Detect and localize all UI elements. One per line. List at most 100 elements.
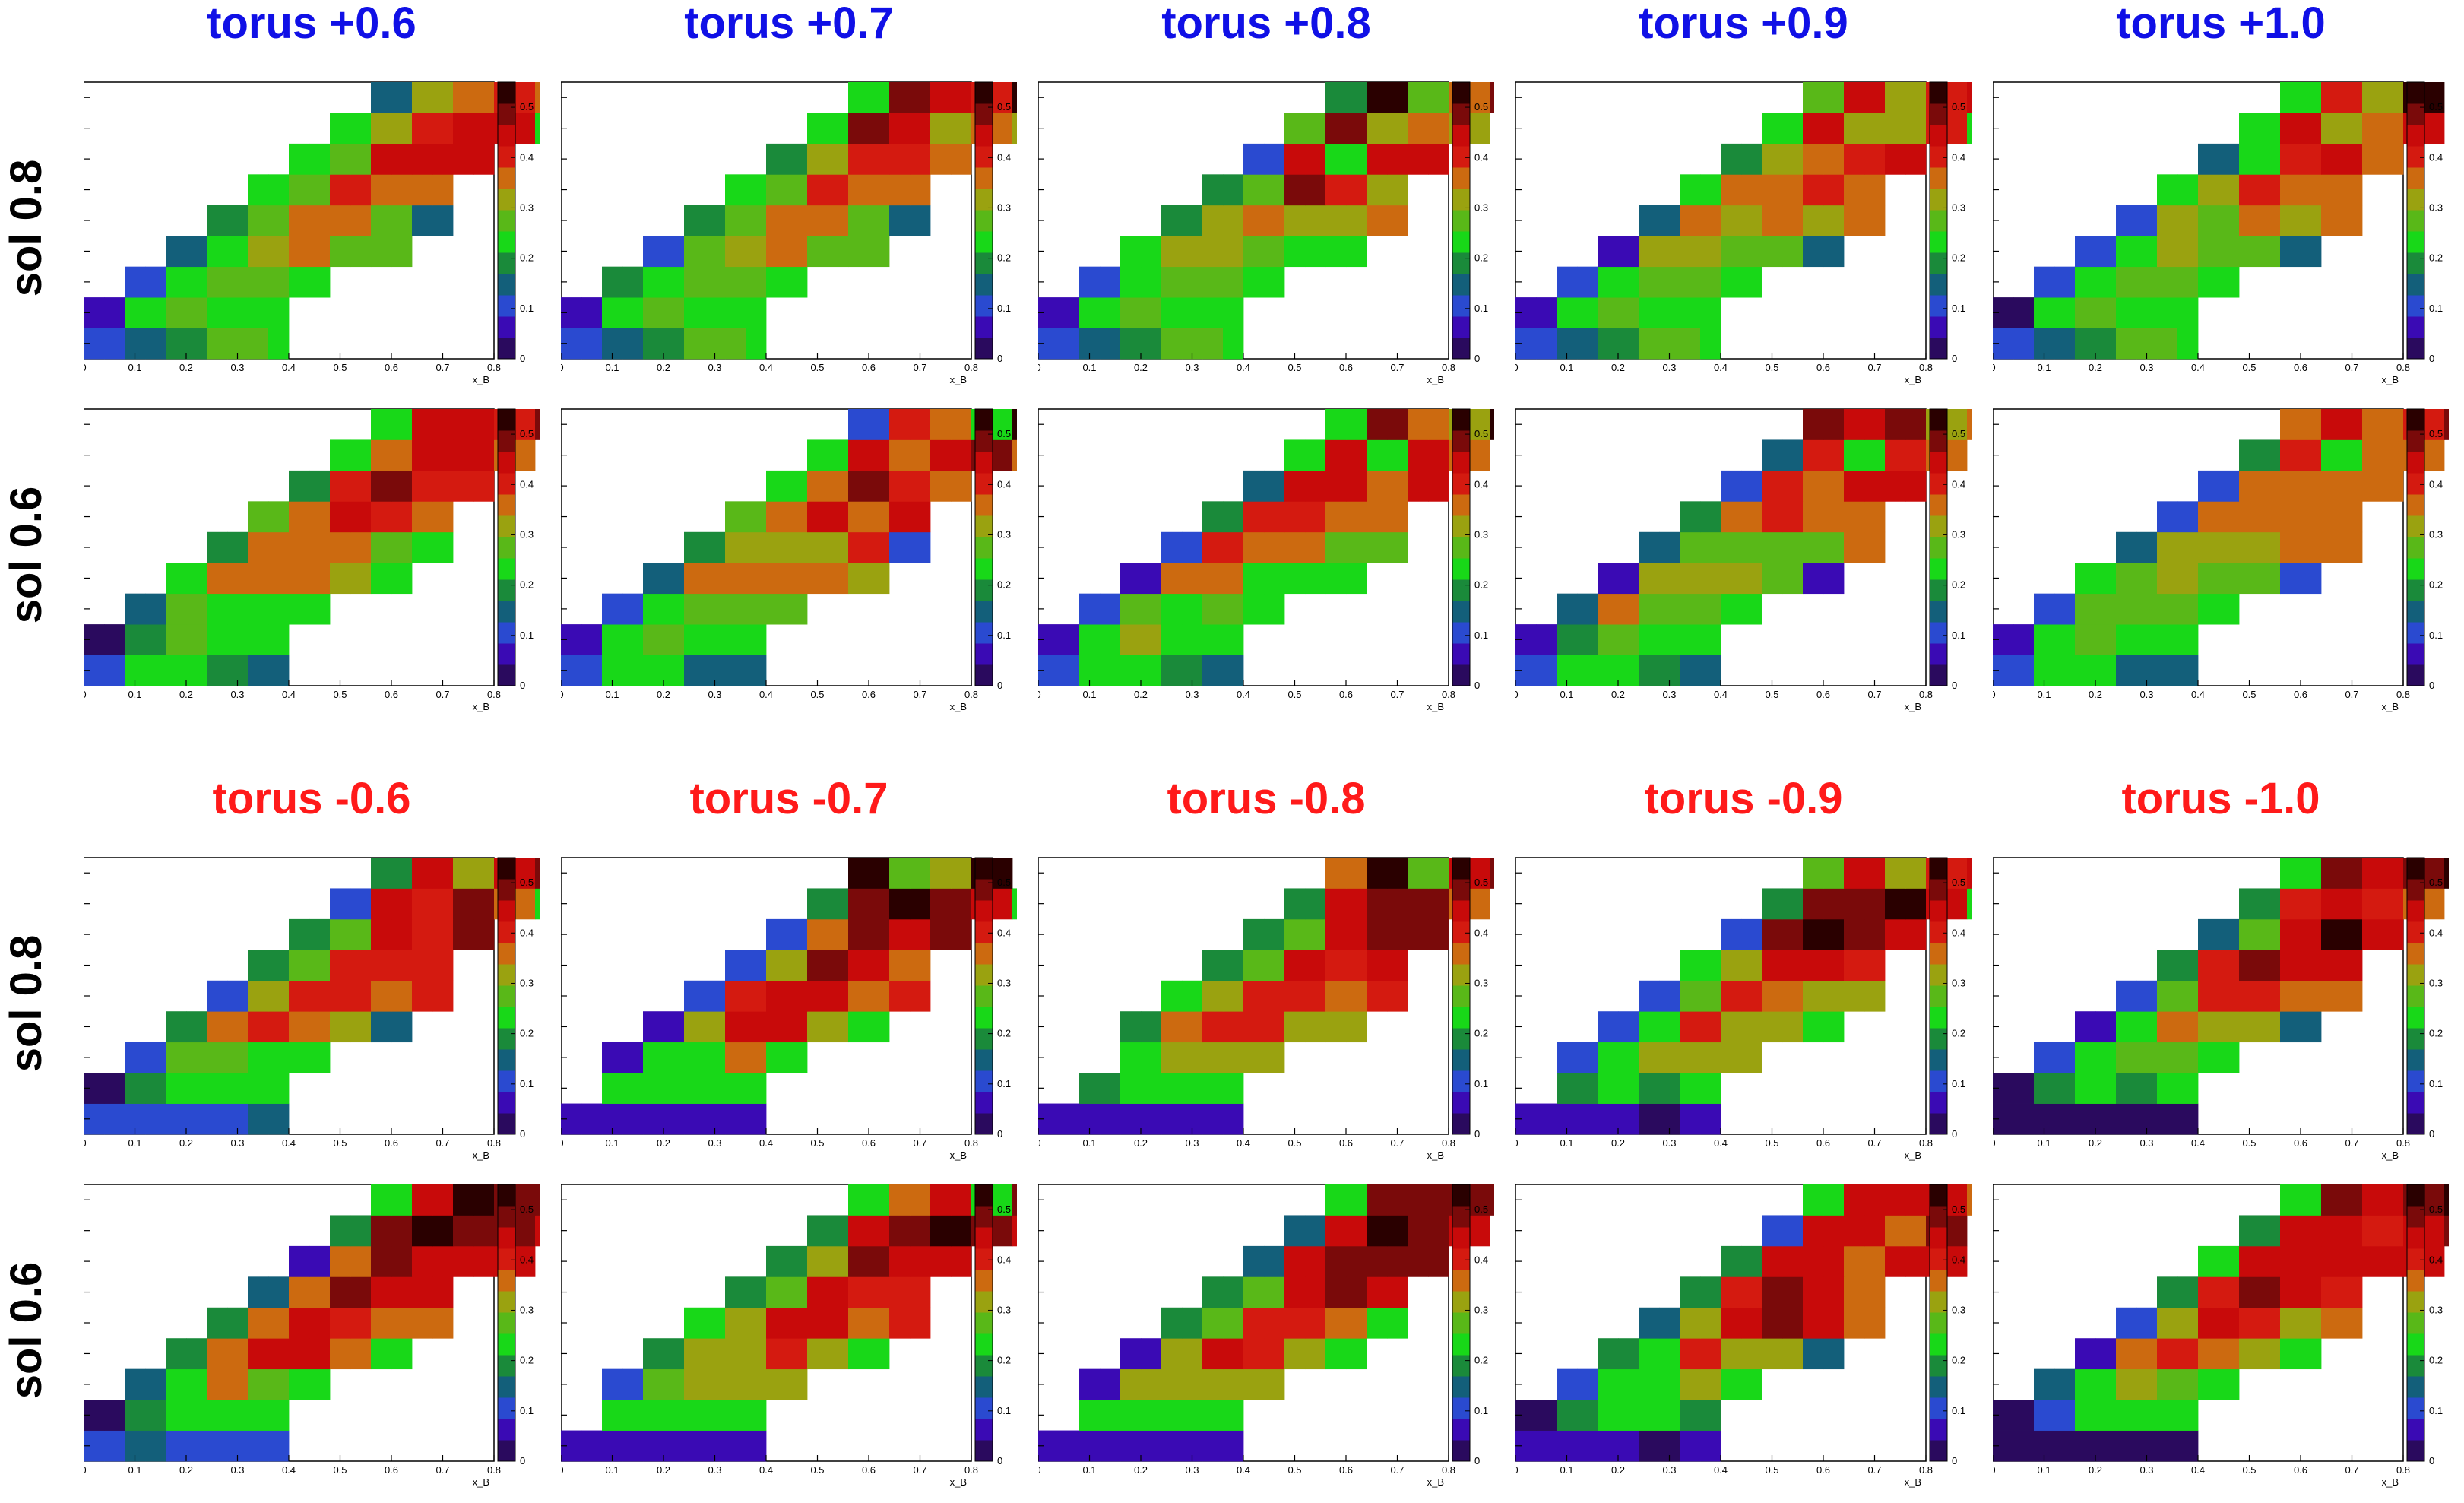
heatmap-cell xyxy=(2177,236,2199,268)
heatmap-cell xyxy=(2260,1011,2281,1043)
x-tick-label: 0.2 xyxy=(657,1464,670,1476)
heatmap-cell xyxy=(2280,1011,2301,1043)
heatmap-cell xyxy=(330,563,351,595)
x-tick-label: 0 xyxy=(1993,1464,1996,1476)
heatmap-cell xyxy=(1741,236,1762,268)
heatmap-cell xyxy=(2301,1184,2322,1216)
heatmap-cell xyxy=(2198,563,2219,595)
heatmap-cell xyxy=(2198,174,2219,206)
colorbar-segment xyxy=(1930,879,1947,901)
heatmap-cell xyxy=(1577,593,1598,625)
heatmap-svg: 00.10.20.30.40.50.60.70.8x_B123456789Q²0… xyxy=(1038,857,1494,1161)
heatmap-cell xyxy=(951,470,972,502)
heatmap-cell xyxy=(1079,1400,1101,1431)
colorbar-segment xyxy=(498,643,515,665)
heatmap-cell xyxy=(602,297,623,328)
x-tick-label: 0.8 xyxy=(2396,1137,2410,1149)
colorbar-segment xyxy=(2407,1333,2424,1356)
heatmap-cell xyxy=(1782,1245,1804,1277)
heatmap-cell xyxy=(746,236,767,268)
heatmap-cell xyxy=(207,624,228,655)
heatmap-cell xyxy=(2321,205,2342,236)
heatmap-cell xyxy=(1243,563,1265,595)
colorbar-segment xyxy=(2407,430,2424,452)
heatmap-cell xyxy=(684,531,705,563)
heatmap-cell xyxy=(848,113,869,144)
heatmap-cell xyxy=(1325,1276,1347,1308)
heatmap-cell xyxy=(2116,1338,2137,1370)
heatmap-cell xyxy=(2219,143,2240,175)
heatmap-cell xyxy=(1721,563,1742,595)
heatmap-cell xyxy=(309,593,331,625)
heatmap-cell xyxy=(1120,1430,1142,1462)
colorbar-frame xyxy=(1929,408,1948,686)
heatmap-cell xyxy=(186,1103,207,1135)
heatmap-cell xyxy=(391,501,413,533)
z-tick-label: 0 xyxy=(1952,1128,1957,1140)
heatmap-cell xyxy=(289,950,310,981)
heatmap-cell xyxy=(1305,918,1326,950)
heatmap-cell xyxy=(2116,1307,2137,1339)
colorbar-segment xyxy=(498,189,515,211)
x-tick-label: 0.1 xyxy=(2037,362,2051,373)
heatmap-cell xyxy=(766,1368,787,1400)
heatmap-cell xyxy=(2260,205,2281,236)
colorbar-segment xyxy=(1930,252,1947,274)
heatmap-cell xyxy=(145,1042,166,1073)
heatmap-cell xyxy=(2116,593,2137,625)
heatmap-cell xyxy=(330,1307,351,1339)
heatmap-cell xyxy=(515,439,536,471)
heatmap-cell xyxy=(807,888,828,920)
heatmap-cell xyxy=(930,1215,952,1247)
heatmap-cell xyxy=(1618,1011,1639,1043)
heatmap-cell xyxy=(1536,655,1557,686)
colorbar-segment xyxy=(1452,82,1470,104)
heatmap-cell xyxy=(1223,563,1244,595)
heatmap-panel: 00.10.20.30.40.50.60.70.8x_B123456789Q²0… xyxy=(1993,844,2449,1163)
z-tick-label: 0.2 xyxy=(1952,252,1965,264)
x-tick-label: 0.1 xyxy=(605,362,619,373)
z-tick-label: 0.5 xyxy=(520,428,534,439)
heatmap-cell xyxy=(227,266,249,298)
heatmap-cell xyxy=(2301,563,2322,595)
heatmap-cell xyxy=(207,205,228,236)
heatmap-cell xyxy=(2219,501,2240,533)
heatmap-cell xyxy=(664,266,685,298)
heatmap-cell xyxy=(1741,1245,1762,1277)
heatmap-cell xyxy=(1721,1245,1742,1277)
heatmap-cell xyxy=(1741,470,1762,502)
heatmap-cell xyxy=(705,563,726,595)
x-tick-label: 0.3 xyxy=(230,1464,244,1476)
colorbar-segment xyxy=(1452,252,1470,274)
heatmap-cell xyxy=(371,1245,392,1277)
heatmap-panel: 00.10.20.30.40.50.60.70.8x_B123456789Q²0… xyxy=(1993,395,2449,715)
colorbar-segment xyxy=(498,1291,515,1313)
heatmap-cell xyxy=(766,980,787,1012)
heatmap-cell xyxy=(391,205,413,236)
heatmap-cell xyxy=(166,328,187,360)
heatmap-cell xyxy=(2301,950,2322,981)
heatmap-cell xyxy=(1346,1338,1367,1370)
heatmap-cell xyxy=(684,205,705,236)
heatmap-cell xyxy=(1577,328,1598,360)
heatmap-cell xyxy=(268,1276,290,1308)
heatmap-cell xyxy=(725,1368,746,1400)
heatmap-cell xyxy=(289,980,310,1012)
heatmap-cell xyxy=(643,593,664,625)
heatmap-cell xyxy=(1803,1307,1824,1339)
heatmap-cell xyxy=(828,501,849,533)
heatmap-cell xyxy=(1305,1215,1326,1247)
heatmap-cell xyxy=(515,113,536,144)
heatmap-cell xyxy=(2219,563,2240,595)
colorbar-segment xyxy=(975,943,993,965)
colorbar-segment xyxy=(2407,252,2424,274)
heatmap-cell xyxy=(910,1184,931,1216)
heatmap-cell xyxy=(1428,143,1449,175)
heatmap-cell xyxy=(2424,1184,2445,1216)
colorbar-segment xyxy=(975,900,993,922)
heatmap-cell xyxy=(643,1430,664,1462)
heatmap-cell xyxy=(289,531,310,563)
heatmap-cell xyxy=(1264,1011,1285,1043)
heatmap-cell xyxy=(2362,113,2383,144)
heatmap-cell xyxy=(1885,82,1906,113)
